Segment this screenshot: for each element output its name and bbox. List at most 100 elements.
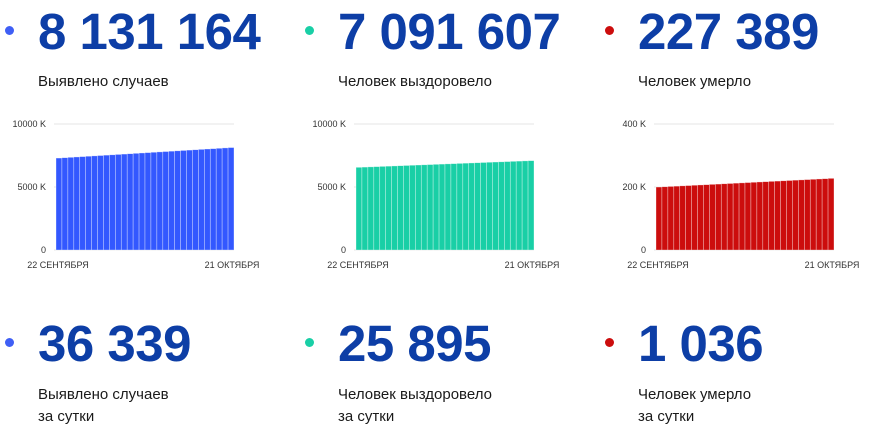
bar [415,164,422,251]
bar [221,147,229,251]
bar [186,149,193,251]
recovered-daily-dot [305,338,314,347]
bar [762,181,770,251]
bar [379,166,386,251]
bar [198,149,205,251]
bar [515,160,523,251]
bar [162,151,170,251]
bar [738,182,746,251]
bar [655,186,663,251]
deaths-daily-label: Человек умерло [638,386,752,403]
bar [673,185,681,251]
bar [385,165,392,251]
bar [667,186,675,251]
bar [827,178,835,251]
y-tick-label: 10000 K [12,119,46,129]
bar [397,165,404,251]
bar [426,164,434,251]
bar [367,166,375,251]
bar [55,157,63,251]
bar [403,165,410,251]
bar [750,181,758,251]
bar [804,179,811,251]
bar [509,161,517,251]
bar [480,162,487,251]
bar [61,157,69,251]
bar [726,183,734,251]
cases-total-label: Выявлено случаев [38,73,169,90]
bar [679,185,686,251]
bar [756,181,764,251]
bar [79,156,86,251]
bar [132,153,140,251]
bar [691,184,698,251]
bar [821,178,829,251]
bar [227,147,235,251]
bar [215,147,223,251]
x-start-label: 22 СЕНТЯБРЯ [327,260,389,270]
bar [168,150,175,251]
x-end-label: 21 ОКТЯБРЯ [205,260,260,270]
recovered-daily-sublabel: за сутки [338,408,395,425]
bar [815,178,823,251]
bar [420,164,428,251]
y-tick-label: 200 K [622,182,646,192]
y-tick-label: 0 [341,245,346,255]
panel-deaths: 227 389 Человек умерло 0 200 K 400 K 22 СЕН… [600,0,875,439]
x-end-label: 21 ОКТЯБРЯ [805,260,860,270]
panel-recovered: 7 091 607 Человек выздоровело 0 5000 K 100… [300,0,590,439]
x-start-label: 22 СЕНТЯБРЯ [27,260,89,270]
recovered-total-dot [305,26,314,35]
x-end-label: 21 ОКТЯБРЯ [505,260,560,270]
cases-daily-sublabel: за сутки [38,408,95,425]
bar [703,184,710,251]
bar [527,160,535,251]
bar [521,160,529,251]
bar [715,183,722,251]
bar [174,150,181,251]
deaths-total-label: Человек умерло [638,73,752,90]
bar [438,163,446,251]
bar [456,163,464,251]
bar [685,185,692,251]
bar [67,157,75,251]
deaths-daily-dot [605,338,614,347]
recovered-daily-value: 25 895 [338,315,492,372]
bar [486,161,493,251]
bar [91,155,98,251]
bar [768,181,775,251]
cases-total-value: 8 131 164 [38,3,261,60]
bar [780,180,787,251]
bar [809,178,817,251]
bar [474,162,481,251]
bar [661,186,669,251]
y-tick-label: 5000 K [17,182,46,192]
recovered-daily-label: Человек выздоровело [338,386,492,403]
bar [391,165,398,251]
cases-total-dot [5,26,14,35]
recovered-total-value: 7 091 607 [338,3,561,60]
deaths-total-value: 227 389 [638,3,819,60]
y-tick-label: 10000 K [312,119,346,129]
cases-daily-value: 36 339 [38,315,192,372]
bar [109,154,116,251]
y-tick-label: 0 [41,245,46,255]
bar [361,166,369,251]
bar [444,163,452,251]
bar [103,154,110,251]
bar [720,183,728,251]
bar [697,184,704,251]
bar [73,156,81,251]
bar [468,162,475,251]
bar [432,164,440,251]
bar [744,182,752,251]
bar [144,152,152,251]
bar [120,153,128,251]
bar [355,167,363,251]
bar [126,153,134,251]
deaths-chart: 0 200 K 400 K 22 СЕНТЯБРЯ 21 ОКТЯБРЯ [622,119,860,270]
y-tick-label: 0 [641,245,646,255]
bar [192,149,199,251]
deaths-total-dot [605,26,614,35]
bar [115,154,122,251]
